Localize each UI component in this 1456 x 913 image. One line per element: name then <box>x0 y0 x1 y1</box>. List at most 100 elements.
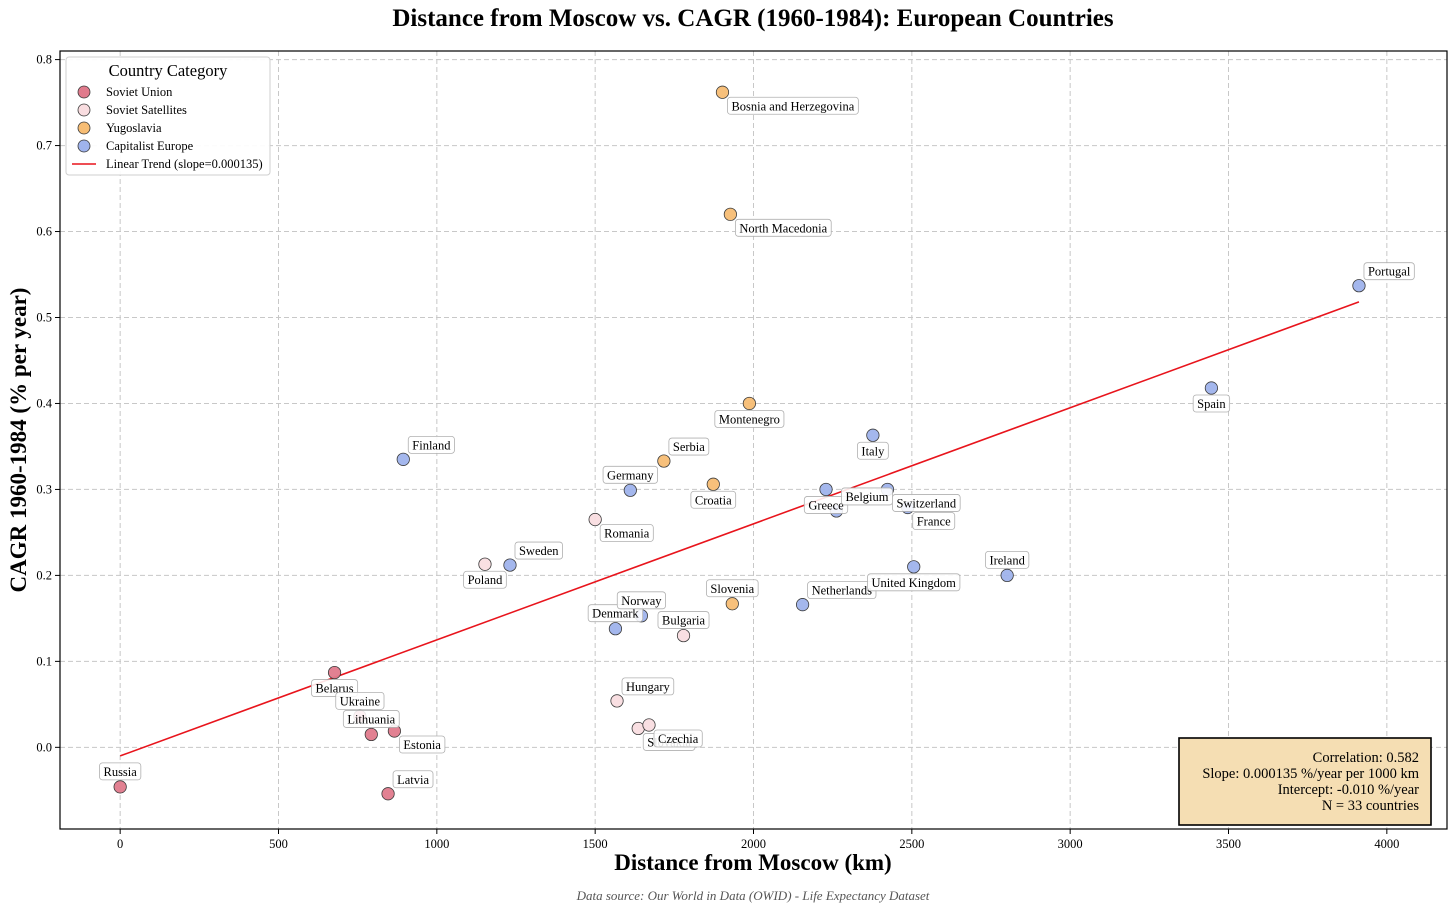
y-ticks: 0.0 0.1 0.2 0.3 0.4 0.5 0.6 0.7 0.8 <box>36 53 60 754</box>
data-point <box>503 558 517 572</box>
y-tick-label: 0.0 <box>36 740 52 754</box>
legend-marker <box>77 85 91 99</box>
data-labels: RussiaBelarusUkraineLithuaniaEstoniaLatv… <box>99 96 1415 789</box>
legend-entry: Soviet Satellites <box>106 103 187 117</box>
legend-entry: Yugoslavia <box>106 121 162 135</box>
data-point <box>364 727 378 742</box>
x-tick-label: 2500 <box>899 837 924 851</box>
legend-entry: Soviet Union <box>106 85 173 99</box>
data-label: Romania <box>604 527 650 541</box>
data-label-box <box>912 512 956 530</box>
x-tick-label: 2000 <box>741 837 766 851</box>
data-point <box>676 628 691 643</box>
stats-line: Intercept: -0.010 %/year <box>1278 782 1419 798</box>
data-point <box>706 477 720 491</box>
x-tick-label: 1000 <box>424 837 449 851</box>
data-point <box>715 85 730 99</box>
data-label: Bosnia and Herzegovina <box>731 99 854 113</box>
data-label: North Macedonia <box>739 221 827 235</box>
x-tick-label: 0 <box>117 837 123 851</box>
data-point <box>113 780 127 794</box>
y-axis-label: CAGR 1960-1984 (% per year) <box>6 288 31 593</box>
data-label-box <box>1192 394 1231 413</box>
data-label-box <box>985 550 1030 569</box>
legend-title: Country Category <box>109 61 228 80</box>
legend-marker <box>77 139 91 153</box>
data-point <box>1000 568 1014 582</box>
data-point <box>657 454 671 468</box>
data-label-box <box>99 762 142 781</box>
data-point <box>742 396 756 411</box>
data-point <box>819 482 833 497</box>
data-label-box <box>398 735 446 754</box>
legend: Country Category Soviet Union Soviet Satel… <box>65 56 271 176</box>
data-label-box <box>653 729 703 748</box>
data-label: Denmark <box>592 607 639 621</box>
data-point <box>381 787 395 801</box>
data-label: Spain <box>1197 397 1226 411</box>
data-label: Russia <box>103 765 137 779</box>
data-point <box>725 597 739 611</box>
y-tick-label: 0.5 <box>36 310 52 324</box>
data-point <box>1352 279 1366 293</box>
legend-marker <box>77 121 91 135</box>
data-label-box <box>616 591 666 610</box>
data-label-box <box>867 573 961 592</box>
data-label: Slovenia <box>710 582 754 596</box>
data-label: Lithuania <box>347 712 395 726</box>
data-label: Croatia <box>695 493 732 507</box>
data-label-box <box>463 570 507 589</box>
data-point <box>588 512 602 527</box>
data-point <box>396 452 410 466</box>
data-label: Greece <box>808 498 844 512</box>
x-tick-label: 3000 <box>1058 837 1083 851</box>
data-label: Ukraine <box>340 694 381 708</box>
data-label-box <box>892 494 961 512</box>
y-tick-label: 0.3 <box>36 482 52 496</box>
x-tick-label: 3500 <box>1216 837 1241 851</box>
data-label: Belgium <box>845 490 888 504</box>
data-label: Switzerland <box>896 496 956 510</box>
data-label-box <box>727 96 859 115</box>
data-label: Latvia <box>397 773 429 787</box>
data-point <box>608 622 623 636</box>
x-tick-label: 500 <box>269 837 288 851</box>
data-label-box <box>734 218 832 237</box>
data-label: Italy <box>861 444 885 458</box>
stats-line: N = 33 countries <box>1322 798 1420 814</box>
data-label-box <box>407 435 455 454</box>
data-label: Norway <box>621 594 662 608</box>
data-label: Montenegro <box>719 412 780 426</box>
data-point <box>642 718 656 732</box>
data-label: Sweden <box>519 544 559 558</box>
x-ticks: 0 500 1000 1500 2000 2500 3000 3500 4000 <box>117 829 1399 851</box>
y-tick-label: 0.1 <box>36 654 52 668</box>
stats-line: Correlation: 0.582 <box>1313 750 1419 766</box>
data-point <box>907 560 921 574</box>
data-label-box <box>514 541 563 560</box>
stats-line: Slope: 0.000135 %/year per 1000 km <box>1202 766 1419 782</box>
y-tick-label: 0.8 <box>36 53 52 67</box>
data-label-box <box>621 677 675 696</box>
data-label-box <box>335 691 385 710</box>
data-label: Poland <box>468 573 503 587</box>
data-point <box>623 483 637 497</box>
data-point <box>610 694 624 708</box>
x-tick-label: 4000 <box>1374 837 1399 851</box>
chart-title: Distance from Moscow vs. CAGR (1960-1984… <box>392 5 1114 32</box>
data-source-note: Data source: Our World in Data (OWID) - … <box>576 888 930 903</box>
data-point <box>327 665 342 680</box>
data-label: Ireland <box>989 553 1025 567</box>
legend-entry: Capitalist Europe <box>106 139 194 153</box>
data-point <box>866 428 880 442</box>
data-label: Hungary <box>626 680 670 694</box>
y-tick-label: 0.6 <box>36 225 52 239</box>
data-label-box <box>690 490 737 509</box>
data-label-box <box>342 710 400 728</box>
data-points <box>113 85 1366 801</box>
data-label-box <box>392 770 434 789</box>
data-label-box <box>657 611 710 629</box>
data-label-box <box>857 441 889 460</box>
